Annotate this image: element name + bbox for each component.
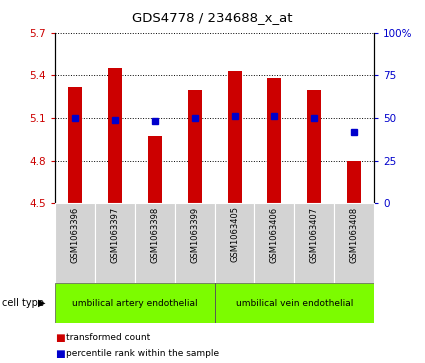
Text: cell type: cell type [2, 298, 44, 308]
Text: ■: ■ [55, 333, 65, 343]
FancyBboxPatch shape [95, 203, 135, 283]
Bar [68, 87, 82, 203]
Bar [148, 136, 162, 203]
FancyBboxPatch shape [175, 203, 215, 283]
Text: GSM1063397: GSM1063397 [110, 207, 119, 263]
Text: GDS4778 / 234688_x_at: GDS4778 / 234688_x_at [132, 11, 293, 24]
Text: percentile rank within the sample: percentile rank within the sample [66, 350, 219, 358]
FancyBboxPatch shape [55, 283, 215, 323]
FancyBboxPatch shape [215, 203, 255, 283]
FancyBboxPatch shape [55, 203, 95, 283]
FancyBboxPatch shape [255, 203, 294, 283]
FancyBboxPatch shape [135, 203, 175, 283]
Text: GSM1063408: GSM1063408 [350, 207, 359, 262]
Bar [188, 90, 202, 203]
FancyBboxPatch shape [294, 203, 334, 283]
Bar [227, 71, 241, 203]
Bar [108, 68, 122, 203]
Bar [267, 78, 281, 203]
Text: ▶: ▶ [38, 298, 45, 308]
Text: transformed count: transformed count [66, 333, 150, 342]
Text: GSM1063398: GSM1063398 [150, 207, 159, 263]
Text: ■: ■ [55, 349, 65, 359]
Text: GSM1063396: GSM1063396 [71, 207, 79, 263]
FancyBboxPatch shape [334, 203, 374, 283]
Text: GSM1063405: GSM1063405 [230, 207, 239, 262]
Text: GSM1063399: GSM1063399 [190, 207, 199, 262]
Bar [347, 160, 361, 203]
Text: umbilical vein endothelial: umbilical vein endothelial [235, 299, 353, 307]
Text: GSM1063406: GSM1063406 [270, 207, 279, 262]
Bar [307, 90, 321, 203]
Text: GSM1063407: GSM1063407 [310, 207, 319, 262]
Text: umbilical artery endothelial: umbilical artery endothelial [72, 299, 198, 307]
FancyBboxPatch shape [215, 283, 374, 323]
